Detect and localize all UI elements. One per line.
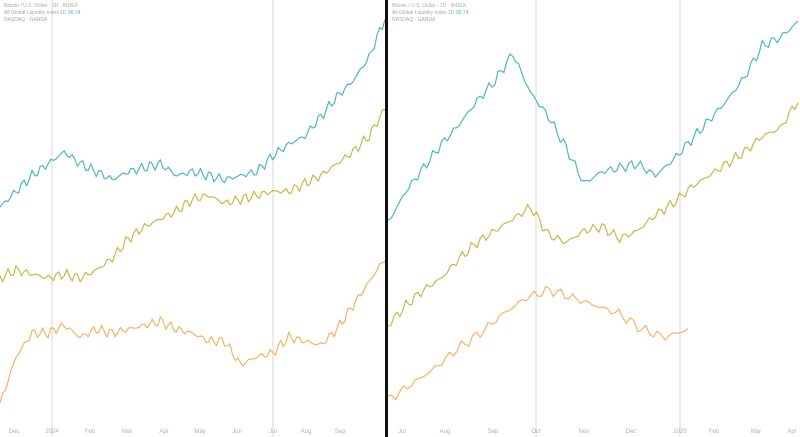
x-tick-label: Dec — [9, 429, 20, 435]
x-tick-label: Oct — [531, 429, 541, 435]
legend-index-label: All Global Liquidity Index 1D — [392, 10, 455, 16]
x-tick-label: Sep — [488, 429, 499, 435]
x-tick-label: Jul — [269, 429, 277, 435]
legend-index: All Global Liquidity Index 1D 96.74 — [392, 10, 468, 17]
x-tick-label: Nov — [579, 429, 590, 435]
x-tick-label: Feb — [85, 429, 96, 435]
legend-left: Bitcoin / U.S. Dollar · 1D · INDEX All G… — [4, 3, 80, 24]
x-tick-label: Jun — [232, 429, 242, 435]
x-tick-label: Jul — [398, 429, 406, 435]
x-tick-label: 2024 — [45, 429, 59, 435]
x-tick-label: Feb — [709, 429, 720, 435]
series-line-teal — [0, 19, 385, 208]
series-line-olive — [388, 102, 799, 327]
series-line-olive — [0, 109, 385, 283]
x-tick-label: Apr — [787, 429, 796, 435]
line-chart-right: Jul Aug Sep Oct Nov Dec 2025 Feb Mar Apr — [388, 0, 799, 437]
x-tick-label: Aug — [301, 429, 312, 435]
x-tick-label: Sep — [335, 429, 346, 435]
legend-right: Bitcoin / U.S. Dollar · 1D · INDEX All G… — [392, 3, 468, 24]
series-line-orange — [0, 261, 385, 404]
x-tick-label: 2025 — [673, 429, 687, 435]
x-tick-label: Mar — [122, 429, 132, 435]
x-tick-label: Mar — [751, 429, 761, 435]
legend-symbol: Bitcoin / U.S. Dollar · 1D · INDEX — [4, 3, 78, 9]
series-line-teal — [388, 20, 799, 221]
x-tick-label: Aug — [440, 429, 451, 435]
legend-source: NASDAQ · GANDA — [4, 17, 48, 23]
legend-index: All Global Liquidity Index 1D 96.74 — [4, 10, 80, 17]
panel-divider — [385, 0, 388, 437]
series-line-orange — [388, 285, 689, 401]
chart-panel-left: Bitcoin / U.S. Dollar · 1D · INDEX All G… — [0, 0, 385, 437]
chart-panel-right: Bitcoin / U.S. Dollar · 1D · INDEX All G… — [388, 0, 800, 437]
legend-index-value: 96.74 — [67, 10, 81, 16]
legend-index-label: All Global Liquidity Index 1D — [4, 10, 67, 16]
legend-source: NASDAQ · GANDA — [392, 17, 436, 23]
legend-index-value: 96.74 — [455, 10, 469, 16]
x-tick-label: May — [194, 429, 205, 435]
line-chart-left: Dec 2024 Feb Mar Apr May Jun Jul Aug Sep — [0, 0, 385, 437]
legend-symbol: Bitcoin / U.S. Dollar · 1D · INDEX — [392, 3, 466, 9]
x-tick-label: Apr — [159, 429, 168, 435]
x-tick-label: Dec — [626, 429, 637, 435]
